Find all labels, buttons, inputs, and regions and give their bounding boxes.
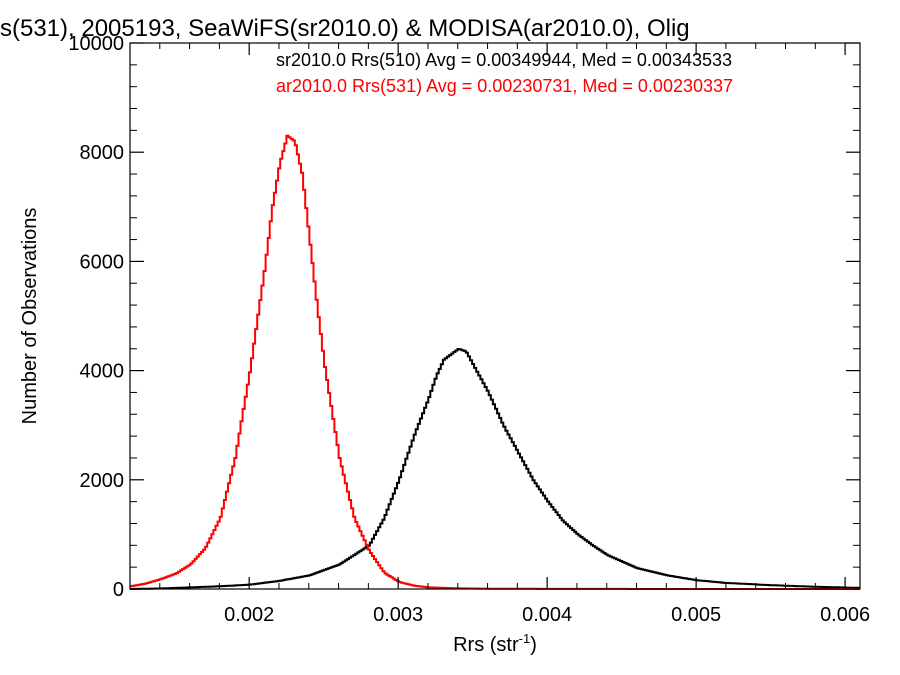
y-tick-label: 2000 xyxy=(80,470,125,492)
chart-title: rs(531), 2005193, SeaWiFS(sr2010.0) & MO… xyxy=(0,15,690,42)
legend-entry-red: ar2010.0 Rrs(531) Avg = 0.00230731, Med … xyxy=(276,76,733,96)
x-axis-title: Rrs (str-1) xyxy=(453,631,537,656)
y-tick-label: 6000 xyxy=(80,251,125,273)
y-axis-title: Number of Observations xyxy=(19,208,41,425)
plot-frame xyxy=(129,42,861,590)
series-layer xyxy=(130,134,860,590)
x-axis-title-close: ) xyxy=(530,634,537,656)
y-tick-label: 10000 xyxy=(68,33,124,55)
series-line-2 xyxy=(130,134,860,590)
x-tick-label: 0.006 xyxy=(820,604,870,626)
legend-entry-black: sr2010.0 Rrs(510) Avg = 0.00349944, Med … xyxy=(276,50,732,70)
series-line-1 xyxy=(130,348,860,590)
y-tick-label: 4000 xyxy=(80,361,125,383)
x-axis-title-text: Rrs (str xyxy=(453,634,519,656)
x-tick-label: 0.002 xyxy=(224,604,274,626)
ticks-layer: 0.002 0.003 0.004 0.005 0.006 0 2000 4000 6000 80… xyxy=(68,33,870,626)
y-tick-label: 8000 xyxy=(80,142,125,164)
y-tick-label: 0 xyxy=(113,579,124,601)
x-tick-label: 0.004 xyxy=(522,604,572,626)
x-axis-title-superscript: -1 xyxy=(519,631,531,646)
x-tick-label: 0.003 xyxy=(373,604,423,626)
x-tick-label: 0.005 xyxy=(671,604,721,626)
